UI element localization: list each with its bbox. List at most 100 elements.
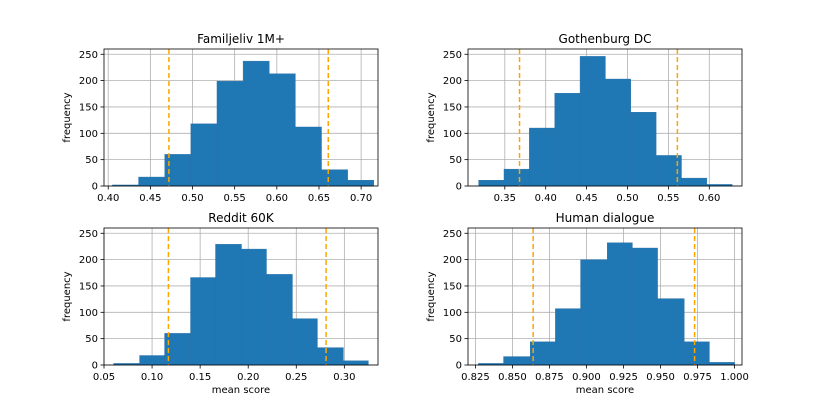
histogram-bar xyxy=(579,56,606,187)
y-tick-label: 250 xyxy=(79,229,98,240)
x-tick-label: 0.50 xyxy=(616,193,638,204)
subplot-4: 0.825 0.850 0.875 0.900 0.925 0.950 0.975 1.000… xyxy=(426,211,749,396)
histogram-bar xyxy=(266,274,293,366)
x-tick-label: 0.875 xyxy=(535,372,564,383)
subplot-1: 0.40 0.45 0.50 0.55 0.60 0.65 0.70 0 50 100 150 200… xyxy=(62,32,379,204)
y-tick-label: 200 xyxy=(443,255,462,266)
x-axis-label: mean score xyxy=(212,385,270,396)
histogram-bar xyxy=(138,176,165,187)
histogram-bar xyxy=(503,168,530,187)
axes-frame xyxy=(103,48,379,187)
y-tick-label: 150 xyxy=(79,102,98,113)
x-tick-label: 0.950 xyxy=(646,372,675,383)
x-tick-label: 0.40 xyxy=(97,193,119,204)
x-tick-label: 1.000 xyxy=(720,372,749,383)
histogram-bar xyxy=(681,177,708,187)
histogram-bar xyxy=(321,169,348,187)
subplot-title: Reddit 60K xyxy=(208,211,275,225)
x-tick-label: 0.825 xyxy=(461,372,490,383)
y-tick-label: 200 xyxy=(79,76,98,87)
histogram-bar xyxy=(190,277,216,366)
y-tick-label: 100 xyxy=(79,308,98,319)
y-tick-label: 150 xyxy=(443,281,462,292)
y-tick-label: 250 xyxy=(443,50,462,61)
axes-frame xyxy=(103,227,379,366)
x-tick-label: 0.10 xyxy=(141,372,163,383)
y-tick-label: 100 xyxy=(443,129,462,140)
histogram-bar xyxy=(555,308,581,366)
histogram-bar xyxy=(554,93,581,187)
x-tick-label: 0.30 xyxy=(333,372,355,383)
x-tick-label: 0.925 xyxy=(609,372,638,383)
histogram-bar xyxy=(684,341,710,366)
histogram-bar xyxy=(269,73,296,187)
histogram-bar xyxy=(242,60,270,187)
histogram-bar xyxy=(530,341,556,366)
y-tick-label: 200 xyxy=(79,255,98,266)
x-tick-label: 0.65 xyxy=(308,193,330,204)
y-axis-label: frequency xyxy=(62,271,73,321)
histogram-bar xyxy=(529,127,555,187)
x-tick-label: 0.25 xyxy=(285,372,307,383)
x-tick-label: 0.20 xyxy=(237,372,259,383)
x-tick-label: 0.60 xyxy=(266,193,288,204)
histogram-bar xyxy=(630,112,657,187)
y-tick-label: 100 xyxy=(79,129,98,140)
histogram-bar xyxy=(215,244,242,366)
y-axis-label: frequency xyxy=(62,92,73,142)
x-tick-label: 0.55 xyxy=(224,193,246,204)
histogram-bar xyxy=(657,298,685,366)
axes-frame xyxy=(467,48,743,187)
histogram-bar xyxy=(632,247,658,366)
x-tick-label: 0.50 xyxy=(181,193,203,204)
x-tick-label: 0.40 xyxy=(535,193,557,204)
histogram-bar xyxy=(190,123,218,187)
y-axis-label: frequency xyxy=(426,271,437,321)
y-tick-label: 150 xyxy=(443,102,462,113)
x-tick-label: 0.35 xyxy=(494,193,516,204)
y-tick-label: 0 xyxy=(92,182,98,193)
histogram-bar xyxy=(216,80,244,187)
y-tick-label: 50 xyxy=(449,334,462,345)
y-tick-label: 0 xyxy=(456,182,462,193)
subplot-title: Human dialogue xyxy=(556,211,655,225)
histogram-bar xyxy=(295,126,322,187)
histogram-bar xyxy=(241,248,267,366)
histogram-bar xyxy=(343,360,369,366)
y-tick-label: 50 xyxy=(85,155,98,166)
y-tick-label: 0 xyxy=(456,361,462,372)
x-tick-label: 0.45 xyxy=(575,193,597,204)
x-tick-label: 0.55 xyxy=(657,193,679,204)
histogram-bar xyxy=(139,355,165,366)
histogram-bar xyxy=(347,180,374,187)
subplot-2: 0.35 0.40 0.45 0.50 0.55 0.60 0 50 100 150 200 250 G… xyxy=(426,32,743,204)
x-tick-label: 0.850 xyxy=(498,372,527,383)
x-tick-label: 0.975 xyxy=(683,372,712,383)
histogram-bar xyxy=(317,347,344,366)
subplot-title: Familjeliv 1M+ xyxy=(197,32,285,46)
histogram-bar xyxy=(605,78,631,187)
y-tick-label: 100 xyxy=(443,308,462,319)
x-tick-label: 0.60 xyxy=(698,193,720,204)
y-tick-label: 250 xyxy=(443,229,462,240)
x-tick-label: 0.05 xyxy=(93,372,115,383)
x-tick-label: 0.70 xyxy=(350,193,372,204)
y-tick-label: 0 xyxy=(92,361,98,372)
x-tick-label: 0.15 xyxy=(189,372,211,383)
subplot-3: 0.05 0.10 0.15 0.20 0.25 0.30 0 50 100 150 200 250 R… xyxy=(62,211,379,396)
y-tick-label: 200 xyxy=(443,76,462,87)
y-axis-label: frequency xyxy=(426,92,437,142)
y-tick-label: 250 xyxy=(79,50,98,61)
histogram-bar xyxy=(503,356,531,366)
axes-frame xyxy=(467,227,743,366)
y-tick-label: 50 xyxy=(449,155,462,166)
subplot-title: Gothenburg DC xyxy=(559,32,652,46)
x-axis-label: mean score xyxy=(576,385,634,396)
x-tick-label: 0.45 xyxy=(139,193,161,204)
histogram-bar xyxy=(478,180,505,187)
x-tick-label: 0.900 xyxy=(572,372,601,383)
histogram-bar xyxy=(292,318,318,366)
y-tick-label: 50 xyxy=(85,334,98,345)
histogram-bar xyxy=(580,259,608,366)
